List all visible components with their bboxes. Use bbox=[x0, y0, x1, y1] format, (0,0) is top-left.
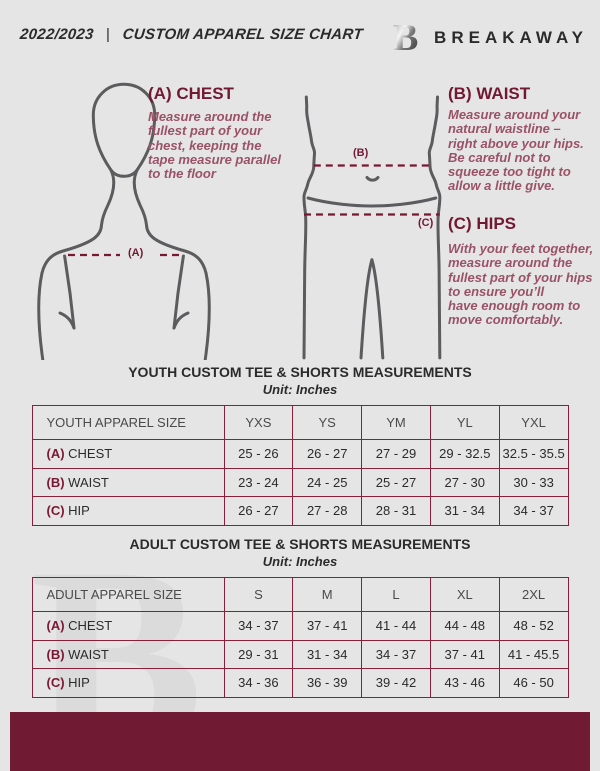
svg-text:B: B bbox=[393, 18, 418, 58]
